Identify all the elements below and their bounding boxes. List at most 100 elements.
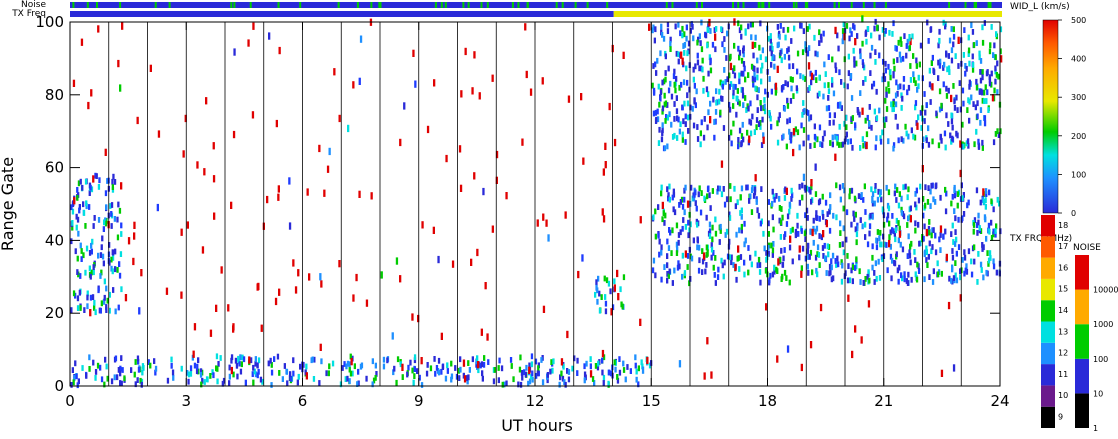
scatter-cell [702,87,705,94]
scatter-cell [749,119,753,126]
scatter-cell [560,358,564,366]
scatter-cell [110,211,113,217]
scatter-cell [846,253,849,259]
scatter-cell [998,200,1001,207]
scatter-cell [348,378,351,384]
scatter-cell [372,377,376,384]
scatter-cell [760,142,764,148]
scatter-cell [857,109,860,116]
scatter-cell [902,213,906,220]
noise-strip-label: Noise [21,0,46,10]
scatter-cell [716,274,720,280]
scatter-cell [230,366,233,375]
scatter-cell [912,133,915,140]
scatter-cell [635,376,638,383]
scatter-cell [480,361,484,368]
scatter-cell [654,61,657,68]
scatter-cell [517,381,520,388]
scatter-cell [273,356,276,362]
scatter-cell [652,63,655,69]
scatter-cell [895,197,898,203]
scatter-cell [878,52,881,59]
scatter-cell [274,297,278,306]
scatter-cell [839,101,842,109]
scatter-cell [761,47,764,54]
scatter-cell [753,66,756,72]
scatter-cell [110,256,113,263]
scatter-cell [228,373,231,380]
scatter-cell [669,46,672,52]
scatter-cell [962,192,965,198]
scatter-cell [721,83,724,90]
scatter-cell [842,225,845,232]
scatter-cell [962,143,965,150]
scatter-cell [830,258,833,265]
scatter-cell [835,262,838,268]
scatter-cell [879,135,882,141]
scatter-cell [705,262,708,268]
scatter-cell [833,112,836,119]
scatter-cell [757,87,760,93]
scatter-cell [866,241,870,248]
scatter-cell [670,121,673,128]
scatter-cell [357,380,360,387]
scatter-cell [780,206,783,212]
scatter-cell [892,142,896,148]
scatter-cell [313,356,316,363]
scatter-cell [440,332,443,340]
scatter-cell [992,206,995,213]
x-axis-title: UT hours [501,416,573,435]
scatter-cell [994,54,997,61]
scatter-cell [818,124,822,131]
scatter-cell [816,271,819,278]
scatter-cell [828,120,831,126]
scatter-cell [771,271,775,278]
scatter-cell [827,82,830,88]
scatter-cell [701,269,704,275]
scatter-cell [275,119,278,128]
scatter-cell [937,271,940,278]
scatter-cell [358,77,361,85]
scatter-cell [739,254,743,260]
scatter-cell [943,61,946,68]
noise-strip-cell [168,2,171,8]
scatter-cell [525,70,528,79]
scatter-cell [917,83,920,90]
scatter-cell [197,357,200,364]
scatter-cell [944,144,947,151]
scatter-cell [873,270,876,276]
scatter-cell [735,231,738,238]
scatter-cell [902,184,905,191]
scatter-cell [928,274,931,280]
scatter-cell [604,300,608,307]
scatter-cell [757,212,761,219]
scatter-cell [752,52,755,59]
scatter-cell [958,80,961,86]
scatter-cell [845,131,848,138]
scatter-cell [978,225,981,231]
scatter-cell [673,209,677,216]
scatter-cell [803,76,807,82]
scatter-cell [391,332,394,340]
scatter-cell [734,263,737,272]
scatter-cell [926,199,930,205]
scatter-cell [885,242,888,248]
scatter-cell [866,273,869,280]
scatter-cell [285,369,289,375]
scatter-cell [723,259,726,266]
scatter-cell [196,363,199,370]
scatter-cell [417,314,420,323]
scatter-cell [256,283,259,291]
scatter-cell [395,379,398,386]
scatter-cell [926,262,929,268]
scatter-cell [957,216,960,223]
scatter-cell [420,382,424,388]
scatter-cell [98,177,101,184]
scatter-cell [696,237,699,244]
scatter-cell [669,229,672,236]
scatter-cell [939,194,942,201]
scatter-cell [673,68,676,75]
scatter-cell [83,307,86,313]
scatter-cell [823,61,826,68]
noise-strip-cell [370,2,373,8]
